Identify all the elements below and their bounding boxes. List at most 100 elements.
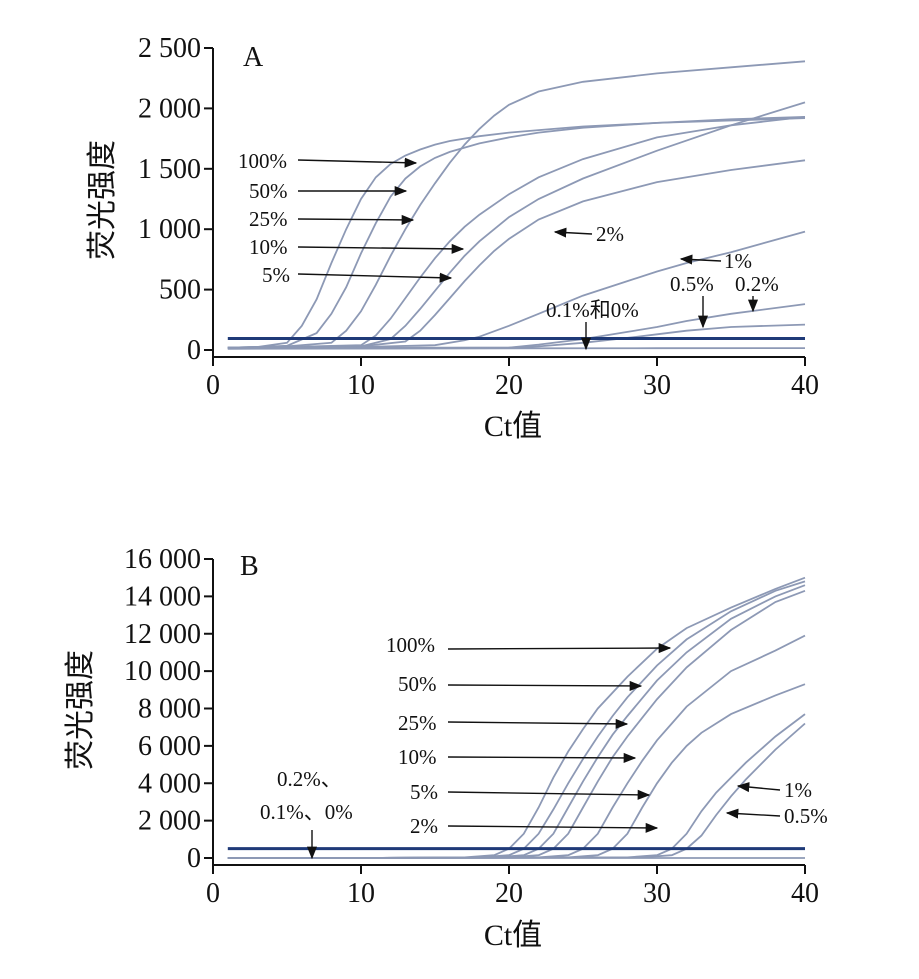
annotation-label: 10%	[398, 745, 437, 769]
annotation-arrow	[553, 227, 593, 238]
annotation-arrow	[447, 789, 651, 800]
panel-a-annotation-5: 5%	[262, 263, 453, 287]
annotation-arrow	[447, 822, 659, 833]
y-tick-label: 14 000	[124, 581, 201, 612]
annotation-label: 0.5%	[784, 804, 828, 828]
annotation-label: 50%	[249, 179, 288, 203]
panel-b-annotation-25: 25%	[398, 711, 629, 735]
panel-a-annotation-1: 1%	[679, 249, 752, 273]
y-tick-label: 500	[159, 275, 201, 306]
series-line	[227, 116, 806, 349]
series-line	[227, 634, 806, 859]
annotation-arrow	[297, 272, 453, 283]
x-tick-label: 10	[347, 370, 375, 401]
panel-a-annotation-100: 100%	[238, 149, 418, 173]
annotation-label: 5%	[410, 780, 438, 804]
annotation-arrow	[679, 254, 722, 265]
annotation-label: 0.1%、0%	[260, 800, 353, 824]
y-tick-label: 2 500	[138, 33, 201, 64]
x-tick-label: 20	[495, 878, 523, 909]
x-tick-label: 30	[643, 878, 671, 909]
x-tick-label: 30	[643, 370, 671, 401]
y-tick-label: 16 000	[124, 544, 201, 575]
series-line	[227, 230, 806, 349]
annotation-label: 25%	[249, 207, 288, 231]
series-line	[227, 589, 806, 859]
panel-a-annotation-50: 50%	[249, 179, 408, 203]
annotation-arrow	[447, 643, 672, 654]
annotation-label: 2%	[596, 222, 624, 246]
panel-a-annotation-0-5: 0.5%	[670, 272, 714, 329]
panel-b-annotation-10: 10%	[398, 745, 637, 769]
series-line	[227, 580, 806, 859]
y-tick-label: 2 000	[138, 93, 201, 124]
annotation-label: 0.1%和0%	[546, 298, 639, 322]
annotation-label: 1%	[784, 778, 812, 802]
annotation-label: 10%	[249, 235, 288, 259]
series-line	[227, 576, 806, 859]
annotation-arrow	[297, 214, 415, 225]
panel-a: A 荧光强度 Ct值 0 500 1 000 1 500 2 000 2 500 0 10 20…	[86, 33, 819, 443]
y-tick-label: 10 000	[124, 656, 201, 687]
panel-b-annotation-100: 100%	[386, 633, 672, 657]
panel-b-y-axis-title: 荧光强度	[64, 650, 97, 770]
x-tick-label: 0	[206, 878, 220, 909]
y-tick-label: 6 000	[138, 731, 201, 762]
panel-b-annotation-50: 50%	[398, 672, 643, 696]
panel-b-letter: B	[240, 551, 259, 582]
y-tick-label: 0	[187, 843, 201, 874]
panel-b-annotation-1: 1%	[736, 778, 812, 802]
panel-a-annotation-2: 2%	[553, 222, 624, 246]
panel-a-letter: A	[243, 42, 264, 73]
series-line	[227, 60, 806, 349]
series-line	[227, 101, 806, 349]
panel-a-annotation-10: 10%	[249, 235, 465, 259]
annotation-label: 0.2%	[735, 272, 779, 296]
panel-b-annotation-0-5: 0.5%	[725, 804, 828, 828]
annotation-label: 50%	[398, 672, 437, 696]
annotation-arrow	[447, 752, 637, 763]
x-tick-label: 20	[495, 370, 523, 401]
series-line	[227, 347, 806, 350]
annotation-label: 25%	[398, 711, 437, 735]
y-tick-label: 1 000	[138, 214, 201, 245]
panel-b-x-axis-title: Ct值	[484, 919, 542, 952]
y-tick-label: 8 000	[138, 694, 201, 725]
annotation-label: 1%	[724, 249, 752, 273]
annotation-arrow	[297, 243, 465, 254]
y-tick-label: 2 000	[138, 806, 201, 837]
annotation-label: 100%	[386, 633, 435, 657]
panel-b-annotation-low: 0.2%、 0.1%、0%	[260, 767, 353, 860]
annotation-arrow	[447, 718, 629, 729]
annotation-arrow	[297, 157, 418, 168]
panel-b: B 荧光强度 Ct值 0 2 000 4 000 6 000 8 000 10 000 12…	[64, 544, 828, 952]
annotation-label: 0.5%	[670, 272, 714, 296]
panel-a-annotation-25: 25%	[249, 207, 415, 231]
series-line	[227, 116, 806, 349]
y-tick-label: 0	[187, 335, 201, 366]
panel-a-x-axis-title: Ct值	[484, 410, 542, 443]
x-tick-label: 10	[347, 878, 375, 909]
panel-a-y-axis-title: 荧光强度	[86, 140, 119, 260]
panel-b-annotation-2: 2%	[410, 814, 659, 838]
panel-a-annotation-0-1-and-0: 0.1%和0%	[546, 298, 639, 351]
x-tick-label: 40	[791, 878, 819, 909]
annotation-label: 100%	[238, 149, 287, 173]
annotation-arrow	[447, 680, 643, 691]
x-tick-label: 40	[791, 370, 819, 401]
annotation-label: 5%	[262, 263, 290, 287]
panel-b-annotation-5: 5%	[410, 780, 651, 804]
y-tick-label: 12 000	[124, 619, 201, 650]
series-line	[227, 117, 806, 349]
series-line	[227, 303, 806, 350]
y-tick-label: 4 000	[138, 768, 201, 799]
annotation-arrow	[736, 782, 781, 793]
x-tick-label: 0	[206, 370, 220, 401]
series-line	[227, 159, 806, 349]
annotation-label: 2%	[410, 814, 438, 838]
y-tick-label: 1 500	[138, 154, 201, 185]
annotation-arrow	[725, 808, 781, 819]
series-line	[227, 584, 806, 859]
panel-a-annotation-0-2: 0.2%	[735, 272, 779, 313]
